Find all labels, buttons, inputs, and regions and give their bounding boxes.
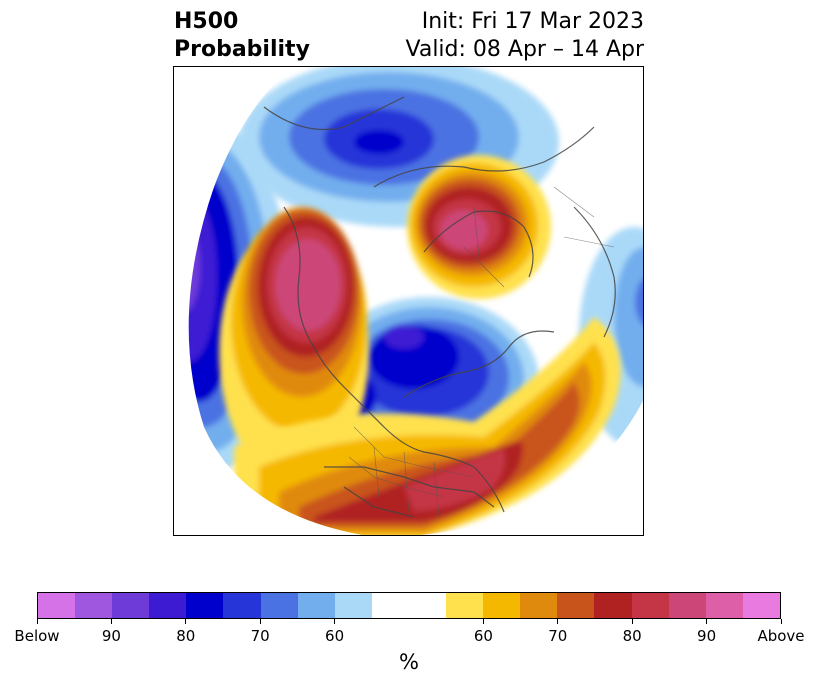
colorbar-tick-label: 80 [622,627,642,645]
colorbar-tick-label: 90 [697,627,717,645]
colorbar-tick [259,619,261,624]
colorbar-swatch [446,593,484,618]
colorbar-tick [185,619,187,624]
colorbar-swatch [186,593,224,618]
colorbar-tick-label: Above [757,627,805,645]
colorbar-tick [110,619,112,624]
colorbar-swatch [631,593,669,618]
colorbar-tick-label: 80 [176,627,196,645]
colorbar [37,592,781,619]
valid-range: Valid: 08 Apr – 14 Apr [405,37,645,62]
colorbar-tick [482,619,484,624]
country-borders [348,186,615,518]
colorbar-swatch [594,593,632,618]
map-panel [173,66,644,536]
colorbar-swatch [371,593,409,618]
date-info: Init: Fri 17 Mar 2023 Valid: 08 Apr – 14… [406,8,645,64]
title-line-2: Probability [174,37,310,62]
probability-map [188,67,643,535]
anomaly-barents [407,155,551,299]
coastlines [263,96,616,518]
colorbar-tick [780,619,782,624]
colorbar-tick [557,619,559,624]
colorbar-swatch [705,593,743,618]
colorbar-swatch [408,593,447,618]
colorbar-swatch [260,593,298,618]
colorbar-swatch [223,593,261,618]
colorbar-swatch [557,593,595,618]
colorbar-tick-label: 60 [473,627,493,645]
init-date: Init: Fri 17 Mar 2023 [421,9,644,34]
colorbar-swatch [149,593,187,618]
colorbar-swatch [38,593,76,618]
colorbar-tick-label: 60 [325,627,345,645]
colorbar-tick [706,619,708,624]
colorbar-swatch [520,593,558,618]
colorbar-swatch [112,593,150,618]
colorbar-tick [334,619,336,624]
colorbar-tick-label: 70 [250,627,270,645]
colorbar-tick-label: 90 [101,627,121,645]
colorbar-unit: % [399,650,419,674]
colorbar-swatch [742,593,780,618]
colorbar-tick [631,619,633,624]
colorbar-tick-label: Below [14,627,60,645]
title-line-1: H500 [174,9,239,34]
colorbar-tick-label: 70 [548,627,568,645]
colorbar-swatch [668,593,706,618]
colorbar-swatch [334,593,372,618]
chart-title: H500 Probability [174,8,310,64]
anomaly-ne-pacific [219,207,369,482]
colorbar-swatch [75,593,113,618]
colorbar-swatch [297,593,335,618]
colorbar-swatch [483,593,521,618]
colorbar-tick [36,619,38,624]
